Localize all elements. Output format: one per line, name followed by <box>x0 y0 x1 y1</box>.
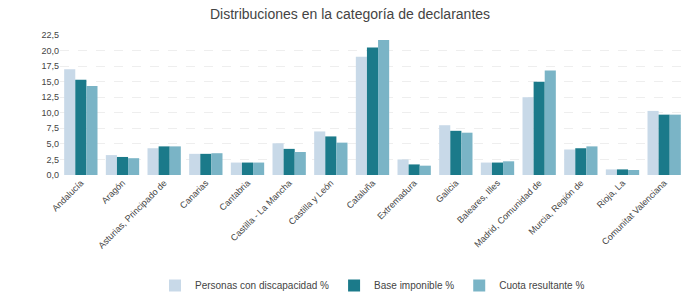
svg-text:20,0: 20,0 <box>41 46 59 56</box>
svg-text:Canarias: Canarias <box>178 178 211 211</box>
svg-text:Extremadura: Extremadura <box>375 178 419 222</box>
svg-text:Base imponible %: Base imponible % <box>374 280 454 291</box>
svg-text:Distribuciones en la categoría: Distribuciones en la categoría de declar… <box>210 6 490 22</box>
svg-text:0,0: 0,0 <box>46 170 59 180</box>
svg-text:12,5: 12,5 <box>41 92 59 102</box>
svg-text:17,5: 17,5 <box>41 61 59 71</box>
svg-text:Aragón: Aragón <box>99 178 127 206</box>
svg-text:2,5: 2,5 <box>46 155 59 165</box>
svg-text:Cataluña: Cataluña <box>345 178 378 211</box>
svg-text:Andalucía: Andalucía <box>50 178 85 213</box>
svg-text:Asturias, Principado de: Asturias, Principado de <box>96 178 169 251</box>
svg-text:Castilla y León: Castilla y León <box>287 178 336 227</box>
svg-text:Madrid, Comunidad de: Madrid, Comunidad de <box>472 178 543 249</box>
svg-text:7,5: 7,5 <box>46 123 59 133</box>
svg-text:Cantabria: Cantabria <box>217 178 252 213</box>
svg-text:Murcia, Región de: Murcia, Región de <box>527 178 586 237</box>
svg-text:Cuota resultante %: Cuota resultante % <box>499 280 584 291</box>
svg-text:15,0: 15,0 <box>41 77 59 87</box>
svg-text:5,0: 5,0 <box>46 139 59 149</box>
svg-text:Castilla - La Mancha: Castilla - La Mancha <box>229 178 294 243</box>
svg-text:10,0: 10,0 <box>41 108 59 118</box>
svg-text:Personas con discapacidad %: Personas con discapacidad % <box>195 280 329 291</box>
svg-text:Rioja, La: Rioja, La <box>595 178 627 210</box>
svg-text:Comunitat Valenciana: Comunitat Valenciana <box>600 178 669 247</box>
svg-text:Galicia: Galicia <box>434 178 461 205</box>
svg-text:22,5: 22,5 <box>41 30 59 40</box>
svg-text:Baleares, Illes: Baleares, Illes <box>455 178 502 225</box>
